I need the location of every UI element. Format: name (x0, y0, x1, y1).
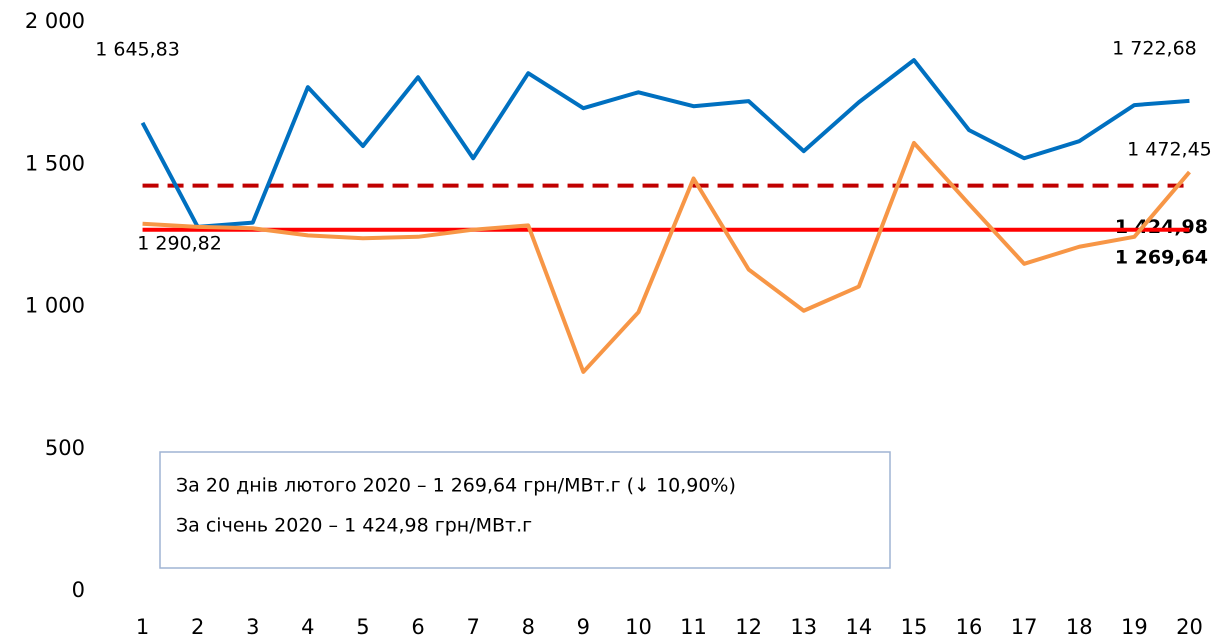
y-tick-label: 1 000 (25, 294, 85, 318)
x-tick-label: 7 (466, 615, 479, 639)
x-tick-label: 14 (845, 615, 872, 639)
reference-label: 1 424,98 (1115, 216, 1208, 238)
y-tick-label: 1 500 (25, 151, 85, 175)
x-tick-label: 10 (625, 615, 652, 639)
x-tick-label: 20 (1176, 615, 1203, 639)
y-tick-label: 0 (72, 578, 85, 602)
data-label: 1 290,82 (137, 232, 222, 254)
note-line: За січень 2020 – 1 424,98 грн/МВт.г (176, 515, 532, 537)
reference-label: 1 269,64 (1115, 246, 1208, 268)
x-tick-label: 8 (522, 615, 535, 639)
data-label: 1 645,83 (95, 38, 180, 60)
x-tick-label: 17 (1011, 615, 1038, 639)
data-label: 1 472,45 (1127, 139, 1212, 161)
x-tick-label: 3 (246, 615, 259, 639)
x-tick-label: 12 (735, 615, 762, 639)
series-line (140, 58, 1190, 229)
x-tick-label: 18 (1066, 615, 1093, 639)
x-tick-label: 11 (680, 615, 707, 639)
x-tick-label: 9 (577, 615, 590, 639)
note-line: За 20 днів лютого 2020 – 1 269,64 грн/МВ… (176, 475, 736, 497)
x-tick-label: 1 (136, 615, 149, 639)
x-tick-label: 19 (1121, 615, 1148, 639)
x-tick-label: 5 (356, 615, 369, 639)
x-tick-label: 2 (191, 615, 204, 639)
y-tick-label: 2 000 (25, 9, 85, 33)
note-box (159, 451, 891, 569)
x-tick-label: 16 (956, 615, 983, 639)
x-tick-label: 4 (301, 615, 314, 639)
x-tick-label: 13 (790, 615, 817, 639)
series-line (142, 140, 1191, 374)
x-tick-label: 15 (901, 615, 928, 639)
y-tick-label: 500 (45, 436, 85, 460)
data-label: 1 722,68 (1112, 37, 1197, 59)
x-tick-label: 6 (411, 615, 424, 639)
